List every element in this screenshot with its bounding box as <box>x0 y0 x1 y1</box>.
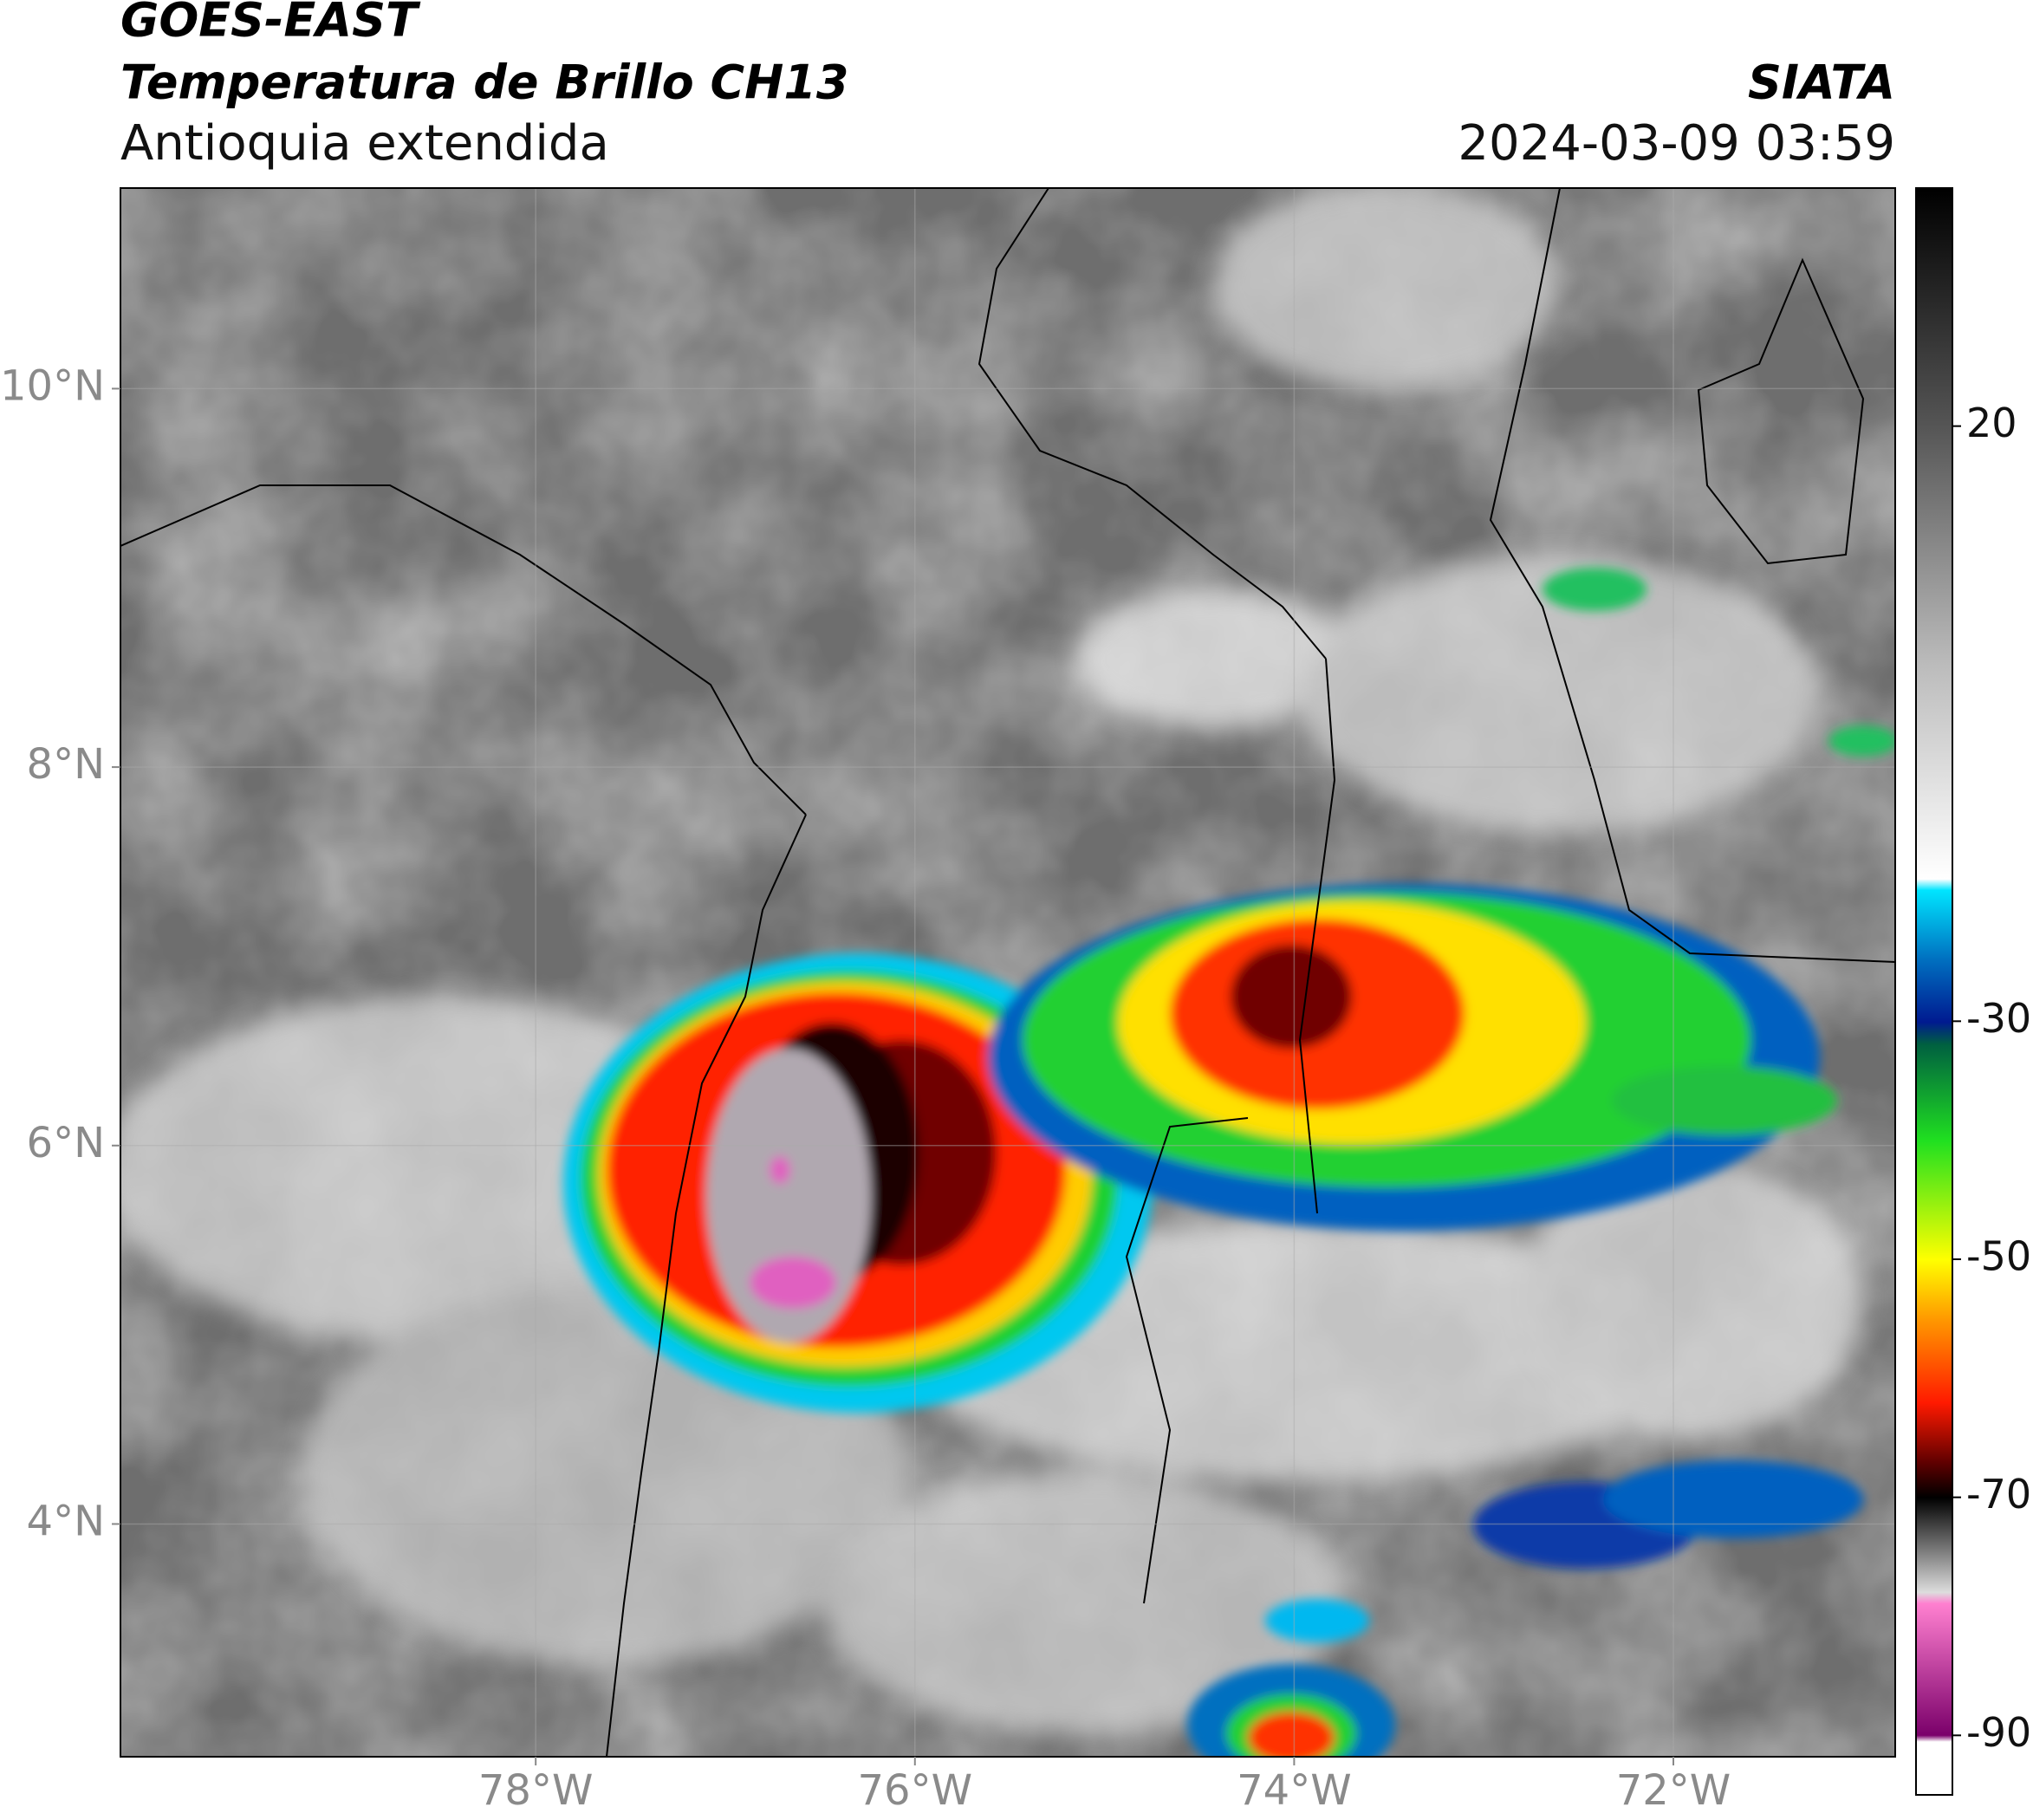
y-tick-label: 4°N <box>27 1497 105 1545</box>
y-tick-label: 6°N <box>27 1119 105 1167</box>
x-tick-label: 74°W <box>1237 1766 1352 1815</box>
grid <box>120 188 1895 1757</box>
y-tick-label: 8°N <box>27 740 105 789</box>
region: Antioquia extendida <box>120 115 609 172</box>
colorbar-tick-label: -50 <box>1966 1233 2031 1280</box>
colorbar-tick-label: -30 <box>1966 995 2031 1042</box>
colorbar-tick-label: -70 <box>1966 1471 2031 1518</box>
x-tick-label: 76°W <box>858 1766 973 1815</box>
colorbar-tick-label: 20 <box>1966 400 2017 446</box>
x-tick-label: 72°W <box>1616 1766 1731 1815</box>
title: GOES-EAST <box>120 0 421 48</box>
y-tick-label: 10°N <box>0 361 105 410</box>
datetime: 2024-03-09 03:59 <box>1458 115 1895 172</box>
colorbar <box>1915 187 1953 1796</box>
satellite-image <box>120 188 1895 1757</box>
subtitle: Temperatura de Brillo CH13 <box>120 55 849 110</box>
source: SIATA <box>1748 55 1895 110</box>
map-frame <box>120 187 1896 1758</box>
x-tick-label: 78°W <box>478 1766 594 1815</box>
colorbar-tick-label: -90 <box>1966 1709 2031 1756</box>
